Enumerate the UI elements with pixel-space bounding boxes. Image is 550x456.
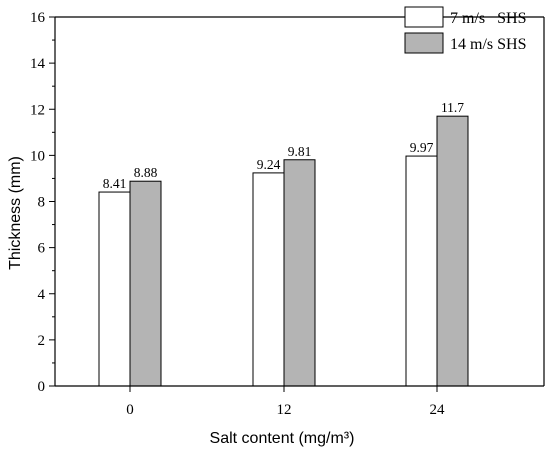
bar-s1-24 xyxy=(436,115,469,387)
data-label-s1-12: 9.81 xyxy=(288,144,312,159)
bar-s0-0 xyxy=(98,191,131,387)
data-label-s1-0: 8.88 xyxy=(134,165,158,180)
y-tick-label-16: 16 xyxy=(30,10,46,26)
bar-s0-24 xyxy=(405,155,438,387)
bar-s1-0 xyxy=(129,180,162,387)
bars-layer xyxy=(98,115,469,387)
y-tick-label-8: 8 xyxy=(38,195,46,211)
data-labels-layer: 8.41 8.88 9.24 9.81 9.97 11.7 xyxy=(103,100,465,191)
y-tick-label-4: 4 xyxy=(38,287,46,303)
legend-swatch-14ms xyxy=(404,32,444,54)
data-label-s0-0: 8.41 xyxy=(103,176,127,191)
y-tick-label-0: 0 xyxy=(38,379,46,395)
data-label-s0-24: 9.97 xyxy=(410,140,434,155)
y-tick-label-14: 14 xyxy=(30,56,46,72)
y-tick-label-12: 12 xyxy=(30,102,45,118)
x-tick-label-0: 0 xyxy=(126,402,134,418)
x-tick-label-24: 24 xyxy=(430,402,446,418)
y-tick-label-6: 6 xyxy=(38,241,46,257)
x-tick-label-12: 12 xyxy=(277,402,292,418)
y-tick-label-2: 2 xyxy=(38,333,46,349)
bar-s0-12 xyxy=(252,172,285,387)
y-tick-label-10: 10 xyxy=(30,148,45,164)
legend-label-14ms: 14 m/s SHS xyxy=(450,36,526,53)
legend-swatch-7ms xyxy=(404,6,444,28)
data-label-s1-24: 11.7 xyxy=(441,100,464,115)
data-label-s0-12: 9.24 xyxy=(257,157,281,172)
legend-label-7ms: 7 m/s SHS xyxy=(450,10,526,27)
bar-s1-12 xyxy=(283,159,316,387)
legend: 7 m/s SHS 14 m/s SHS xyxy=(404,6,526,54)
y-axis-label: Thickness (mm) xyxy=(7,156,24,270)
x-axis-label: Salt content (mg/m³) xyxy=(210,430,355,447)
